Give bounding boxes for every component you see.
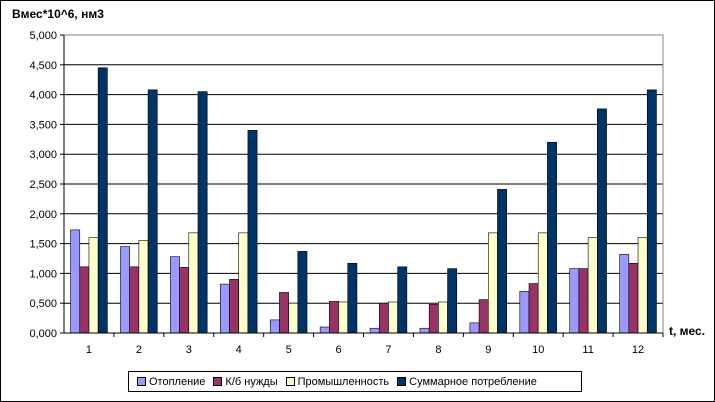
legend: Отопление К/б нужды Промышленность Суммарно… xyxy=(128,371,582,392)
bar xyxy=(138,240,149,334)
bar xyxy=(569,268,580,334)
y-tick-label: 4,500 xyxy=(29,60,57,72)
legend-label: К/б нужды xyxy=(225,375,278,388)
legend-swatch xyxy=(137,377,146,386)
bar xyxy=(369,327,380,334)
bar xyxy=(428,304,439,334)
y-tick-label: 1,000 xyxy=(29,268,57,280)
bar xyxy=(478,299,489,334)
bar xyxy=(419,327,430,334)
legend-label: Суммарное потребление xyxy=(409,375,537,388)
bar xyxy=(120,246,130,334)
bar xyxy=(329,301,339,334)
bar xyxy=(646,89,657,334)
bar xyxy=(97,67,108,334)
bar xyxy=(197,91,208,334)
x-tick-label: 2 xyxy=(136,344,142,356)
x-tick-label: 7 xyxy=(385,344,391,356)
bar xyxy=(537,232,548,334)
x-tick-label: 12 xyxy=(632,344,644,356)
bar xyxy=(619,254,630,334)
bar xyxy=(469,322,480,334)
bar xyxy=(447,268,458,334)
bar xyxy=(347,262,358,334)
bar xyxy=(88,237,99,334)
legend-item: Промышленность xyxy=(285,375,390,388)
x-tick-label: 9 xyxy=(485,344,491,356)
bar xyxy=(297,251,308,334)
y-tick-label: 2,500 xyxy=(29,179,57,191)
legend-swatch xyxy=(213,377,223,386)
y-tick-label: 3,500 xyxy=(29,119,57,131)
bar xyxy=(247,130,258,334)
bar xyxy=(637,237,648,334)
bar xyxy=(170,256,180,334)
x-tick-label: 6 xyxy=(335,344,341,356)
legend-label: Отопление xyxy=(149,375,206,388)
y-tick-label: 0,000 xyxy=(29,328,57,340)
x-tick-label: 3 xyxy=(186,344,192,356)
bar xyxy=(597,108,607,334)
bar xyxy=(497,189,507,334)
bar xyxy=(220,283,230,334)
bar xyxy=(188,232,199,334)
legend-item: Отопление xyxy=(137,376,205,388)
bar xyxy=(487,232,498,334)
y-axis-label: Вмес*10^6, нм3 xyxy=(12,7,104,21)
legend-item: К/б нужды xyxy=(213,375,278,388)
x-tick-label: 10 xyxy=(532,344,544,356)
x-tick-label: 1 xyxy=(86,344,92,356)
y-tick-label: 4,000 xyxy=(29,90,57,102)
legend-label: Промышленность xyxy=(297,375,390,388)
y-tick-label: 0,500 xyxy=(29,298,57,310)
bar xyxy=(628,262,639,334)
y-tick-label: 2,000 xyxy=(29,209,57,221)
x-tick-label: 11 xyxy=(582,344,593,356)
bar xyxy=(319,326,330,334)
bar xyxy=(229,279,240,334)
y-tick-label: 5,000 xyxy=(29,30,57,42)
bar xyxy=(179,267,190,334)
legend-swatch xyxy=(285,377,295,386)
bar xyxy=(378,302,389,334)
bar xyxy=(388,301,398,334)
bar xyxy=(578,268,589,334)
y-tick-label: 1,500 xyxy=(29,239,57,251)
bar xyxy=(338,301,349,334)
x-tick-label: 8 xyxy=(435,344,441,356)
x-tick-label: 5 xyxy=(286,344,292,356)
bar xyxy=(129,266,140,334)
legend-item: Суммарное потребление xyxy=(397,376,537,388)
y-tick-label: 3,000 xyxy=(29,149,57,161)
bar xyxy=(288,302,299,334)
x-tick-label: 4 xyxy=(236,344,242,356)
bar xyxy=(587,237,598,334)
bar xyxy=(269,319,280,334)
bar xyxy=(70,229,81,334)
x-axis-label: t, мес. xyxy=(669,324,706,338)
legend-swatch xyxy=(397,377,407,386)
bar xyxy=(528,283,539,334)
bar xyxy=(279,292,289,334)
bar xyxy=(238,232,249,334)
bar xyxy=(397,266,408,334)
bar xyxy=(147,89,158,334)
bar xyxy=(547,141,557,334)
bar xyxy=(519,290,530,334)
bar xyxy=(438,301,448,334)
bar xyxy=(79,266,90,334)
